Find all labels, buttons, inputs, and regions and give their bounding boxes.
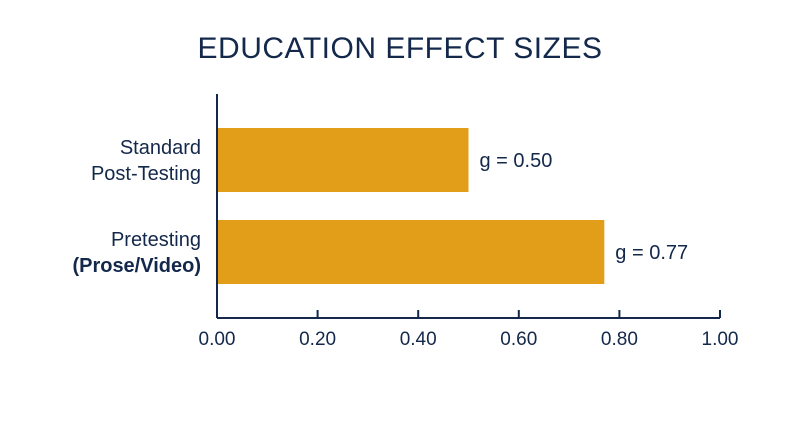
data-label-1: g = 0.50 xyxy=(480,150,553,172)
category-label-2-line-2: (Prose/Video) xyxy=(72,255,201,277)
category-label-2-line-1: Pretesting xyxy=(111,229,201,251)
bar-2 xyxy=(217,220,605,284)
category-label-1-line-1: Standard xyxy=(120,137,201,159)
x-tick-label-5: 1.00 xyxy=(702,329,739,350)
x-tick-label-0: 0.00 xyxy=(199,329,236,350)
category-label-1-line-2: Post-Testing xyxy=(91,163,201,185)
bar-1 xyxy=(217,128,469,192)
x-tick-label-1: 0.20 xyxy=(299,329,336,350)
chart-title: EDUCATION EFFECT SIZES xyxy=(197,32,603,65)
x-tick-label-3: 0.60 xyxy=(500,329,537,350)
x-tick-label-4: 0.80 xyxy=(601,329,638,350)
x-tick-label-2: 0.40 xyxy=(400,329,437,350)
data-label-2: g = 0.77 xyxy=(615,242,688,264)
